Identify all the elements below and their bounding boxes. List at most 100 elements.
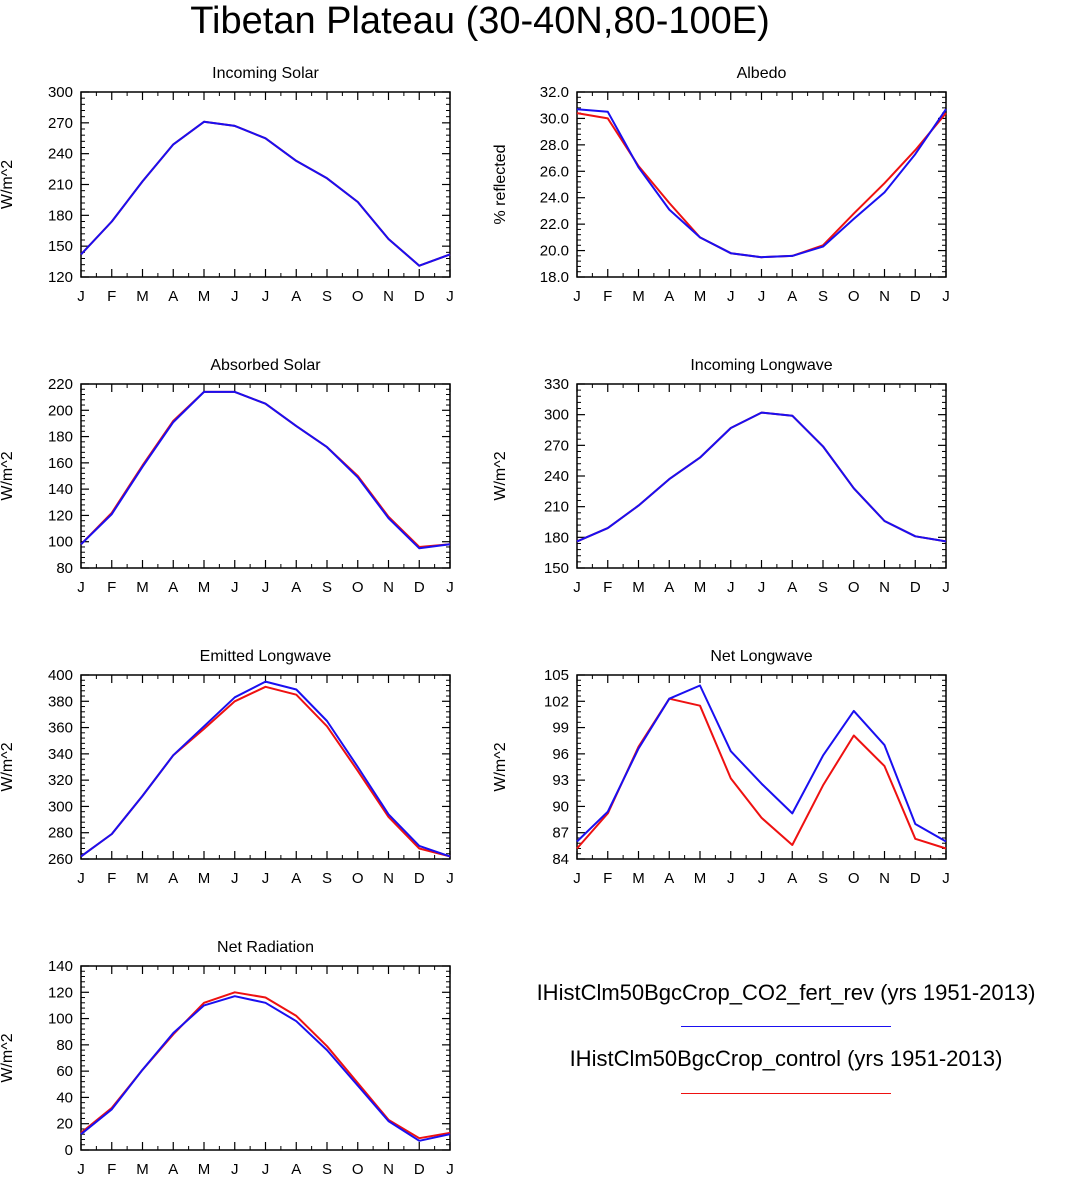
x-tick-label: J — [573, 870, 581, 887]
series-line-co2-fert-rev — [80, 680, 451, 858]
legend-label-control: IHistClm50BgcCrop_control (yrs 1951-2013… — [569, 1046, 1003, 1071]
x-tick-label: J — [727, 870, 735, 887]
panel-title: Absorbed Solar — [210, 357, 321, 374]
x-tick-label: M — [694, 288, 707, 305]
x-tick-label: N — [383, 870, 394, 887]
x-tick-label: J — [262, 288, 270, 305]
y-tick-label: 100 — [48, 534, 73, 551]
panel-title: Incoming Solar — [212, 65, 319, 82]
panel-4: J F M A M J J A S O N D J150180210240270300330Incomi… — [492, 357, 950, 596]
series-line-co2-fert-rev — [80, 995, 451, 1142]
x-tick-label: S — [818, 288, 828, 305]
y-tick-label: 60 — [56, 1063, 73, 1080]
x-tick-label: M — [198, 288, 211, 305]
y-axis-label: W/m^2 — [0, 1033, 16, 1082]
x-tick-label: D — [414, 579, 425, 596]
series-line-control — [576, 697, 947, 850]
y-tick-label: 30.0 — [540, 110, 569, 127]
x-tick-label: A — [787, 288, 797, 305]
x-tick-label: S — [322, 870, 332, 887]
x-tick-label: O — [848, 870, 860, 887]
y-tick-label: 140 — [48, 481, 73, 498]
x-tick-label: J — [262, 579, 270, 596]
y-tick-label: 240 — [48, 146, 73, 163]
series-line-control — [80, 685, 451, 858]
y-tick-label: 220 — [48, 376, 73, 393]
y-tick-label: 100 — [48, 1011, 73, 1028]
x-tick-label: A — [291, 870, 301, 887]
plot-frame — [576, 383, 947, 569]
y-axis-label: W/m^2 — [0, 451, 16, 500]
x-tick-label: N — [879, 288, 890, 305]
x-tick-label: D — [414, 288, 425, 305]
x-tick-label: M — [136, 870, 149, 887]
y-tick-label: 28.0 — [540, 137, 569, 154]
x-tick-label: A — [168, 1161, 178, 1178]
x-tick-label: A — [664, 579, 674, 596]
x-tick-label: J — [446, 579, 454, 596]
y-tick-label: 360 — [48, 720, 73, 737]
y-axis-label: W/m^2 — [0, 160, 16, 209]
panel-2: J F M A M J J A S O N D J18.020.022.024.026.028.030.… — [492, 65, 950, 305]
x-tick-label: D — [414, 870, 425, 887]
y-tick-label: 80 — [56, 1037, 73, 1054]
x-tick-label: J — [231, 288, 239, 305]
x-tick-label: F — [603, 579, 612, 596]
x-tick-label: J — [262, 870, 270, 887]
x-tick-label: N — [383, 288, 394, 305]
x-tick-label: M — [198, 579, 211, 596]
y-tick-label: 105 — [544, 667, 569, 684]
x-tick-label: S — [818, 870, 828, 887]
x-tick-label: S — [322, 288, 332, 305]
y-axis-label: W/m^2 — [492, 742, 509, 791]
y-tick-label: 160 — [48, 455, 73, 472]
x-tick-label: M — [694, 870, 707, 887]
panel-3: J F M A M J J A S O N D J80100120140160180200220Abso… — [0, 357, 454, 596]
y-tick-label: 26.0 — [540, 163, 569, 180]
x-tick-label: A — [168, 288, 178, 305]
y-tick-label: 210 — [48, 177, 73, 194]
x-tick-label: M — [136, 579, 149, 596]
x-tick-label: A — [291, 288, 301, 305]
x-tick-label: M — [694, 579, 707, 596]
y-tick-label: 270 — [544, 437, 569, 454]
panel-5: J F M A M J J A S O N D J260280300320340360380400Emi… — [0, 648, 454, 887]
x-tick-label: O — [352, 288, 364, 305]
x-tick-label: D — [414, 1161, 425, 1178]
x-tick-label: J — [942, 579, 950, 596]
y-tick-label: 22.0 — [540, 216, 569, 233]
x-tick-label: J — [231, 870, 239, 887]
y-tick-label: 330 — [544, 376, 569, 393]
y-tick-label: 300 — [544, 407, 569, 424]
x-tick-label: N — [879, 579, 890, 596]
x-tick-label: J — [77, 579, 85, 596]
y-tick-label: 400 — [48, 667, 73, 684]
x-tick-label: A — [787, 579, 797, 596]
x-tick-label: N — [879, 870, 890, 887]
y-axis-label: W/m^2 — [492, 451, 509, 500]
x-tick-label: M — [136, 1161, 149, 1178]
x-tick-label: F — [603, 288, 612, 305]
y-tick-label: 40 — [56, 1089, 73, 1106]
y-axis-label: % reflected — [492, 144, 509, 224]
x-tick-label: M — [198, 870, 211, 887]
figure-title: Tibetan Plateau (30-40N,80-100E) — [190, 0, 770, 42]
x-tick-label: J — [446, 870, 454, 887]
panel-title: Net Longwave — [710, 648, 812, 665]
y-tick-label: 93 — [552, 772, 569, 789]
series-line-control — [576, 411, 947, 543]
y-tick-label: 140 — [48, 958, 73, 975]
x-tick-label: J — [231, 579, 239, 596]
y-tick-label: 120 — [48, 984, 73, 1001]
x-tick-label: F — [107, 1161, 116, 1178]
x-tick-label: S — [322, 1161, 332, 1178]
series-line-co2-fert-rev — [80, 390, 451, 550]
x-tick-label: O — [848, 579, 860, 596]
panel-1: J F M A M J J A S O N D J120150180210240270300Incomi… — [0, 65, 454, 305]
x-tick-label: J — [942, 288, 950, 305]
plot-frame — [80, 674, 451, 860]
x-tick-label: J — [727, 288, 735, 305]
x-tick-label: D — [910, 288, 921, 305]
x-tick-label: O — [352, 1161, 364, 1178]
